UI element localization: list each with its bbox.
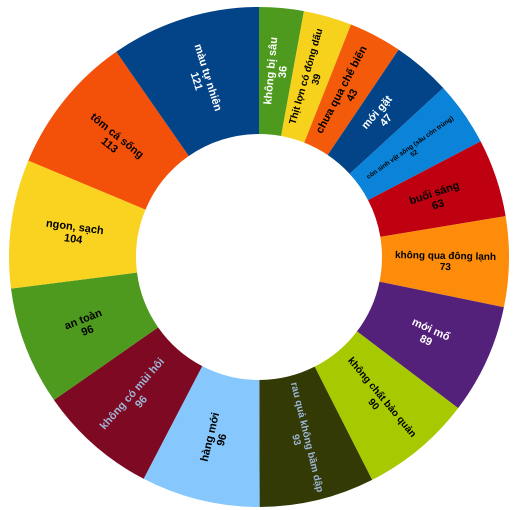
slice-moi-mo <box>356 281 504 409</box>
slice-chua-qua-che-bien <box>304 24 399 155</box>
slice-tom-ca-song <box>28 51 189 210</box>
slice-value-label: 52 <box>409 149 419 159</box>
slice-khong-chat-bao-quan <box>314 331 459 480</box>
slice-an-toan <box>11 272 159 401</box>
slice-value-label: 96 <box>80 323 96 339</box>
slice-value-label: 89 <box>418 333 434 349</box>
slice-value-label: 43 <box>344 87 360 103</box>
slice-ngon-sach <box>9 160 146 289</box>
slice-rau-qua-khong-bam-dap <box>259 366 373 507</box>
slice-label-khong-qua-dong-lanh: không qua đông lạnh73 <box>395 250 497 274</box>
slice-value-label: 39 <box>310 72 324 86</box>
slice-hang-moi <box>143 366 260 507</box>
slices-group <box>9 7 509 507</box>
slice-value-label: 104 <box>63 232 84 246</box>
slice-value-label: 73 <box>440 262 452 273</box>
slice-khong-co-mui-hoi <box>53 327 203 479</box>
slice-con-sinh-vat-song-sau-con-trung <box>349 88 481 201</box>
slice-label-text: không qua đông lạnh <box>395 250 496 263</box>
slice-value-label: 93 <box>289 433 302 447</box>
slice-value-label: 96 <box>215 433 230 448</box>
slice-buoi-sang <box>368 141 506 237</box>
slice-moi-gat <box>327 49 444 174</box>
slice-mau-tu-nhien <box>116 7 259 157</box>
slice-thit-lon-co-dong-dau <box>281 11 351 143</box>
slice-khong-qua-dong-lanh <box>379 216 509 308</box>
slice-value-label: 36 <box>277 65 290 78</box>
slice-khong-bi-sau <box>259 7 304 137</box>
slice-value-label: 63 <box>431 197 446 212</box>
slice-value-label: 121 <box>188 71 205 92</box>
